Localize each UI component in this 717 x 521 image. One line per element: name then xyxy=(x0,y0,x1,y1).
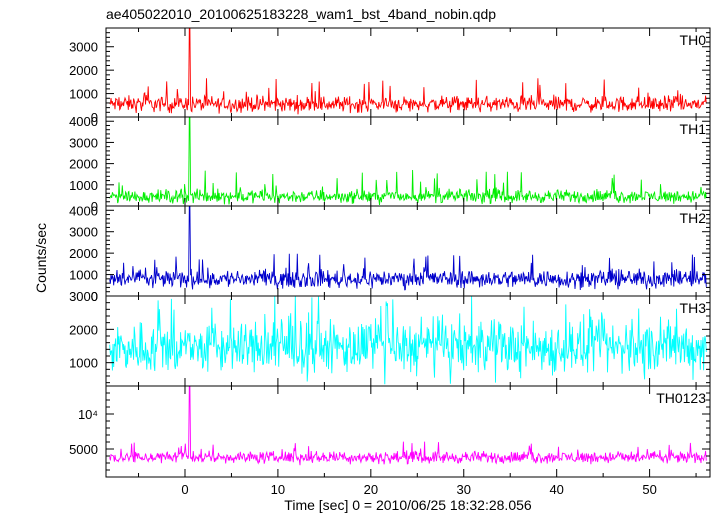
x-tick-label: 10 xyxy=(271,482,285,497)
panel-th2: TH2 0 1000 2000 3000 4000 xyxy=(69,203,711,304)
y-tick-label: 1000 xyxy=(69,87,98,102)
y-tick-label: 1000 xyxy=(69,356,98,371)
series-line-th0 xyxy=(109,27,707,115)
panel-th0123: TH0123 5000 10⁴ xyxy=(69,385,711,478)
chart-title: ae405022010_20100625183228_wam1_bst_4ban… xyxy=(106,6,496,22)
series-line-th1 xyxy=(109,116,707,206)
y-tick-label: 3000 xyxy=(69,135,98,150)
y-tick-label: 1000 xyxy=(69,268,98,283)
y-axis-label: Counts/sec xyxy=(33,223,49,293)
y-tick-label: 3000 xyxy=(69,289,98,304)
y-tick-label: 0 xyxy=(91,110,98,125)
panel-label: TH2 xyxy=(680,210,707,226)
panel-frame xyxy=(105,385,711,478)
panels-group: TH0 0 1000 2000 3000 TH1 0 1000 2000 3000 4000 TH2 0… xyxy=(69,27,711,497)
y-tick-label: 2000 xyxy=(69,63,98,78)
y-tick-label: 3000 xyxy=(69,40,98,55)
y-tick-label: 0 xyxy=(91,289,98,304)
series-line-th3 xyxy=(109,296,707,385)
y-tick-label: 4000 xyxy=(69,203,98,218)
y-tick-label: 1000 xyxy=(69,178,98,193)
panel-label: TH1 xyxy=(680,121,707,137)
panel-label: TH0 xyxy=(680,32,707,48)
x-tick-label: 50 xyxy=(642,482,656,497)
series-line-th0123 xyxy=(109,385,707,466)
x-tick-label: 0 xyxy=(181,482,188,497)
y-tick-label: 5000 xyxy=(69,442,98,457)
x-axis-label: Time [sec] 0 = 2010/06/25 18:32:28.056 xyxy=(284,497,532,513)
x-tick-label: 20 xyxy=(364,482,378,497)
y-tick-label: 0 xyxy=(91,199,98,214)
panel-th0: TH0 0 1000 2000 3000 xyxy=(69,27,711,125)
y-tick-label: 10⁴ xyxy=(78,407,98,422)
series-line-th2 xyxy=(109,205,707,291)
panel-th3: TH3 1000 2000 3000 xyxy=(69,289,711,387)
y-tick-label: 2000 xyxy=(69,322,98,337)
y-tick-label: 3000 xyxy=(69,225,98,240)
y-tick-label: 2000 xyxy=(69,157,98,172)
y-tick-label: 4000 xyxy=(69,114,98,129)
y-tick-label: 2000 xyxy=(69,246,98,261)
x-tick-label: 40 xyxy=(549,482,563,497)
panel-label: TH3 xyxy=(680,300,707,316)
panel-label: TH0123 xyxy=(656,390,706,406)
panel-th1: TH1 0 1000 2000 3000 4000 xyxy=(69,114,711,214)
x-tick-label: 30 xyxy=(457,482,471,497)
